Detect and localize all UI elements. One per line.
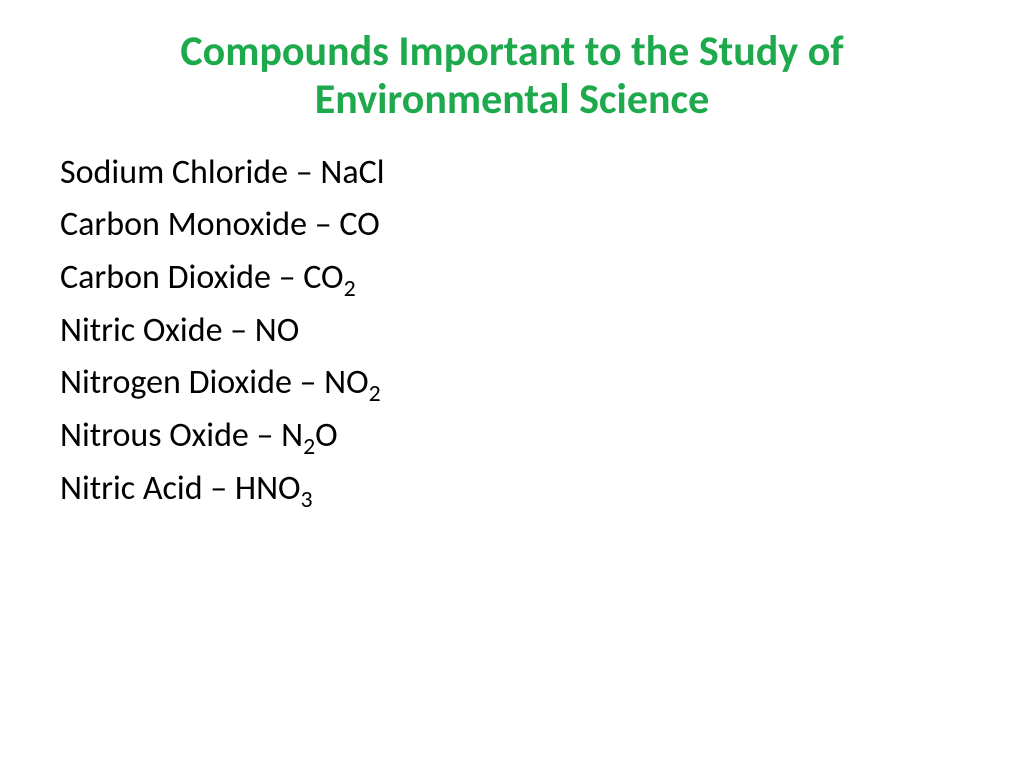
separator: –	[271, 257, 303, 298]
separator: –	[203, 468, 235, 509]
separator: –	[288, 152, 320, 193]
compound-item: Sodium Chloride – NaCl	[60, 147, 964, 200]
separator: –	[292, 362, 324, 403]
compound-item: Nitrous Oxide – N2O	[60, 410, 964, 463]
compound-formula: CO2	[303, 257, 355, 298]
compound-list: Sodium Chloride – NaClCarbon Monoxide – …	[60, 147, 964, 516]
compound-formula: HNO3	[235, 468, 313, 509]
compound-formula: NO	[255, 310, 299, 351]
compound-formula: NO2	[324, 362, 381, 403]
slide-title: Compounds Important to the Study of Envi…	[60, 28, 964, 125]
compound-name: Nitrogen Dioxide	[60, 362, 292, 403]
compound-item: Carbon Monoxide – CO	[60, 199, 964, 252]
compound-item: Nitrogen Dioxide – NO2	[60, 357, 964, 410]
separator: –	[222, 310, 254, 351]
title-line-1: Compounds Important to the Study of	[180, 26, 843, 77]
compound-name: Sodium Chloride	[60, 152, 288, 193]
title-line-2: Environmental Science	[315, 74, 709, 125]
slide: Compounds Important to the Study of Envi…	[0, 0, 1024, 768]
compound-item: Carbon Dioxide – CO2	[60, 252, 964, 305]
compound-formula: CO	[339, 204, 379, 245]
compound-formula: N2O	[281, 415, 338, 456]
compound-name: Carbon Dioxide	[60, 257, 271, 298]
compound-item: Nitric Oxide – NO	[60, 305, 964, 358]
compound-name: Nitric Oxide	[60, 310, 222, 351]
compound-name: Nitric Acid	[60, 468, 203, 509]
compound-formula: NaCl	[320, 152, 384, 193]
separator: –	[307, 204, 339, 245]
compound-item: Nitric Acid – HNO3	[60, 463, 964, 516]
separator: –	[249, 415, 281, 456]
compound-name: Carbon Monoxide	[60, 204, 307, 245]
compound-name: Nitrous Oxide	[60, 415, 249, 456]
